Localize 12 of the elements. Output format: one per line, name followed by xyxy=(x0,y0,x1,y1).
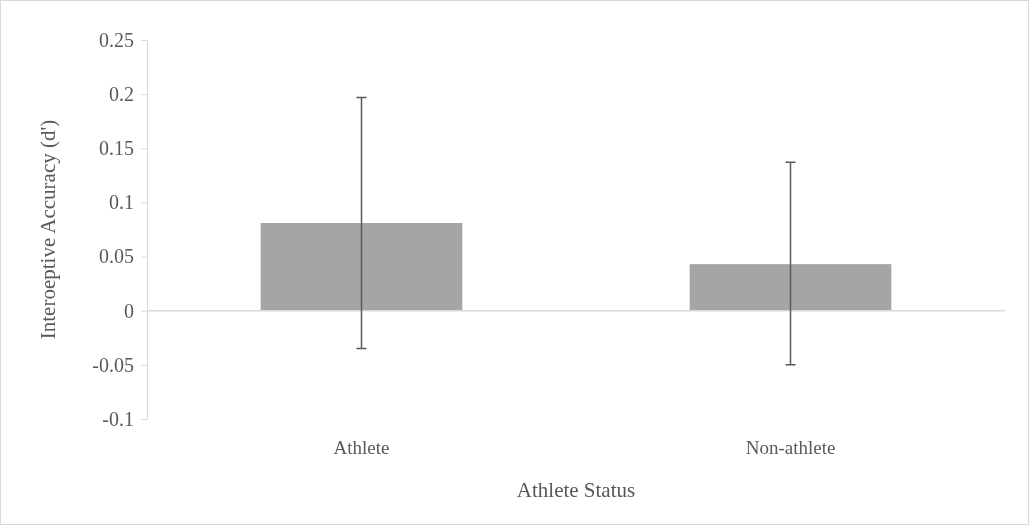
x-tick-label: Non-athlete xyxy=(745,437,836,458)
y-tick-label: 0.25 xyxy=(99,28,134,51)
y-axis-title: Interoeptive Accuracy (d') xyxy=(36,119,60,340)
y-tick-label: 0.1 xyxy=(109,191,134,214)
y-tick-label: 0.2 xyxy=(109,83,134,106)
y-tick-label: -0.1 xyxy=(102,407,134,430)
y-tick-label: 0.15 xyxy=(99,137,134,160)
y-tick-label: 0 xyxy=(124,299,134,322)
x-tick-label: Athlete xyxy=(333,437,390,458)
x-axis-title: Athlete Status xyxy=(516,478,636,502)
y-tick-label: -0.05 xyxy=(92,353,134,376)
y-tick-label: 0.05 xyxy=(99,245,134,268)
